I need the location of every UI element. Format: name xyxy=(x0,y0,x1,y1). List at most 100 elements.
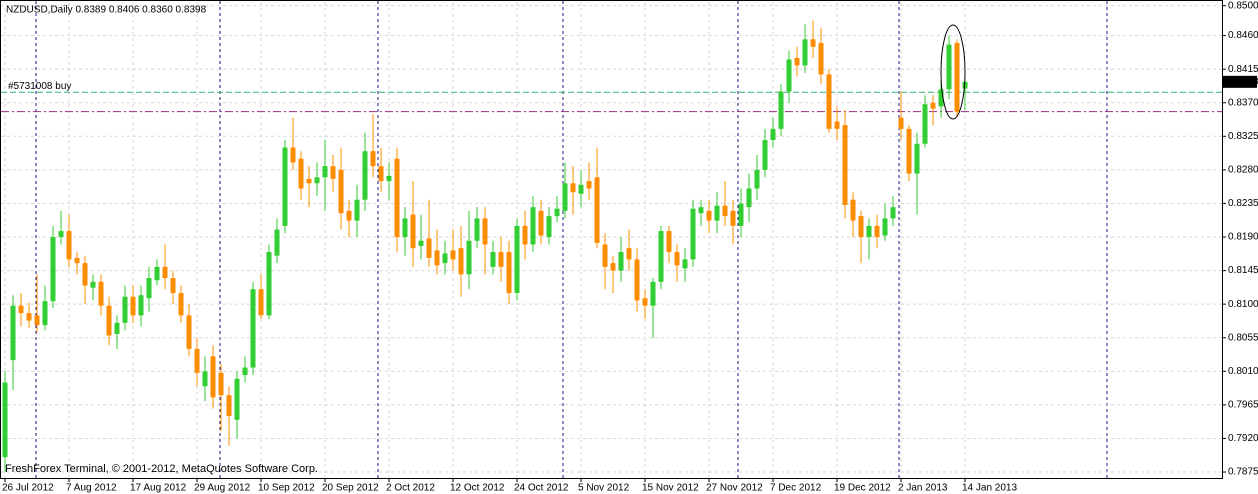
candle-body xyxy=(354,199,360,221)
y-tick-label: 0.8055 xyxy=(1228,332,1258,343)
candle-body xyxy=(482,218,488,245)
candle-body xyxy=(642,298,648,306)
candle-body xyxy=(498,251,504,267)
x-tick-label: 10 Sep 2012 xyxy=(258,483,315,494)
y-tick-label: 0.8010 xyxy=(1228,366,1258,377)
candle-body xyxy=(154,266,160,281)
candle-body xyxy=(706,210,712,221)
candle-body xyxy=(322,166,328,178)
candle-body xyxy=(906,128,912,174)
candle-body xyxy=(234,378,240,420)
candle-body xyxy=(922,104,928,144)
y-tick-label: 0.8145 xyxy=(1228,265,1258,276)
candle-body xyxy=(194,348,200,373)
candle-body xyxy=(170,278,176,293)
candle-body xyxy=(426,238,432,258)
x-tick-label: 20 Sep 2012 xyxy=(322,483,379,494)
candle-body xyxy=(770,128,776,141)
candle-body xyxy=(242,367,248,376)
candle-body xyxy=(746,188,752,208)
candle-body xyxy=(394,158,400,238)
candle-body xyxy=(754,169,760,189)
y-tick-label: 0.8325 xyxy=(1228,131,1258,142)
candle-body xyxy=(730,210,736,226)
candle-body xyxy=(658,231,664,282)
y-tick-label: 0.8500 xyxy=(1228,0,1258,11)
candle-body xyxy=(826,74,832,129)
x-tick-label: 27 Nov 2012 xyxy=(706,483,763,494)
candle-body xyxy=(66,231,72,260)
candle-body xyxy=(682,259,688,269)
candle-body xyxy=(10,305,16,361)
candle-body xyxy=(714,205,720,221)
candle-body xyxy=(26,313,32,321)
candle-body xyxy=(298,158,304,189)
candle-body xyxy=(842,125,848,205)
candle-body xyxy=(314,177,320,184)
candle-body xyxy=(570,183,576,193)
candle-body xyxy=(874,225,880,238)
candle-body xyxy=(42,301,48,326)
candle-body xyxy=(914,143,920,174)
candle-body xyxy=(722,205,728,217)
x-tick-label: 17 Aug 2012 xyxy=(130,483,187,494)
candle-body xyxy=(402,218,408,238)
candle-body xyxy=(650,281,656,306)
candle-body xyxy=(738,203,744,226)
candle-body xyxy=(162,266,168,279)
candle-body xyxy=(954,43,960,112)
candle-body xyxy=(226,395,232,417)
candle-body xyxy=(506,251,512,293)
candle-body xyxy=(138,295,144,316)
candle-body xyxy=(610,263,616,271)
candle-body xyxy=(82,263,88,286)
candle-body xyxy=(786,59,792,92)
candle-body xyxy=(362,151,368,200)
candle-body xyxy=(802,39,808,66)
candle-body xyxy=(834,121,840,129)
candle-body xyxy=(530,207,536,245)
candle-body xyxy=(130,296,136,316)
chart-title: NZDUSD,Daily 0.8389 0.8406 0.8360 0.8398 xyxy=(6,5,207,16)
candle-body xyxy=(146,278,152,299)
candle-body xyxy=(346,210,352,221)
candle-body xyxy=(2,382,8,458)
candle-body xyxy=(850,199,856,221)
candle-body xyxy=(258,289,264,316)
candle-body xyxy=(626,248,632,260)
candle-body xyxy=(338,169,344,214)
candle-body xyxy=(370,151,376,167)
candle-body xyxy=(778,91,784,129)
y-tick-label: 0.8415 xyxy=(1228,64,1258,75)
candle-body xyxy=(466,240,472,275)
candle-body xyxy=(890,207,896,219)
candle-body xyxy=(602,244,608,267)
plot-frame xyxy=(0,0,1223,479)
candle-body xyxy=(90,281,96,288)
x-tick-label: 14 Jan 2013 xyxy=(962,483,1017,494)
order-label: #5731008 buy xyxy=(8,81,71,92)
candle-body xyxy=(866,225,872,238)
candle-body xyxy=(274,229,280,256)
candle-body xyxy=(306,178,312,184)
candle-body xyxy=(882,218,888,236)
candle-body xyxy=(418,240,424,246)
candle-body xyxy=(762,140,768,170)
candle-body xyxy=(330,166,336,179)
candle-body xyxy=(698,207,704,214)
x-tick-label: 24 Oct 2012 xyxy=(514,483,569,494)
candle-body xyxy=(690,208,696,260)
candle-body xyxy=(18,305,24,314)
candle-body xyxy=(450,250,456,260)
x-tick-label: 2 Jan 2013 xyxy=(898,483,948,494)
candle-body xyxy=(514,225,520,293)
x-tick-label: 2 Oct 2012 xyxy=(386,483,435,494)
candle-body xyxy=(490,251,496,267)
candle-body xyxy=(218,372,224,396)
y-tick-label: 0.7965 xyxy=(1228,400,1258,411)
candle-body xyxy=(578,184,584,194)
y-tick-label: 0.7875 xyxy=(1228,467,1258,478)
candle-body xyxy=(98,281,104,306)
